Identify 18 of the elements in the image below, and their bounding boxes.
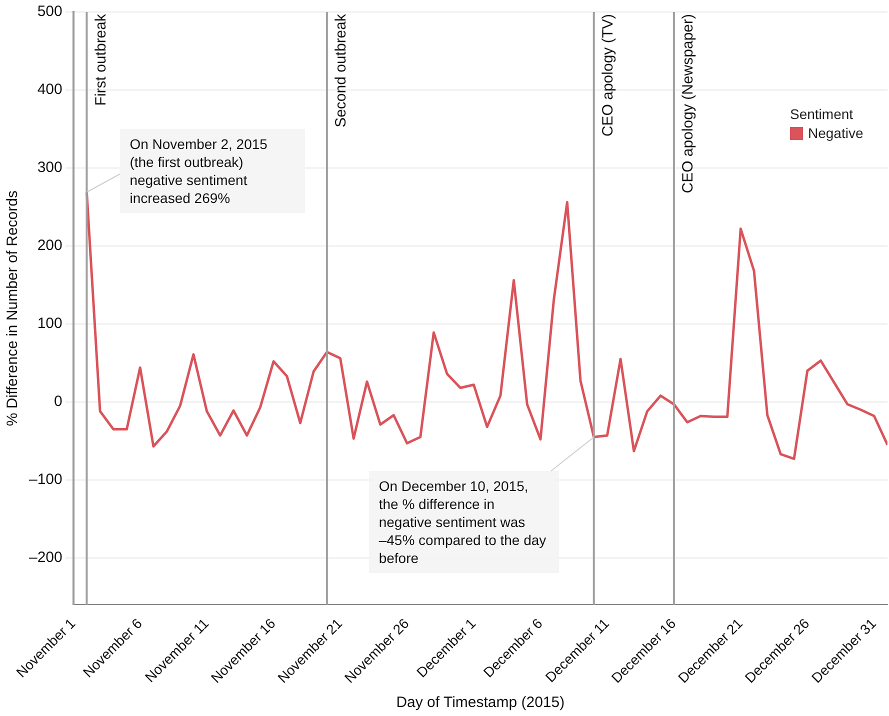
y-axis-title: % Difference in Number of Records	[4, 190, 22, 426]
legend-label: Negative	[808, 125, 864, 141]
y-tick-label: –100	[28, 471, 62, 488]
y-tick-label: 200	[37, 237, 62, 254]
y-tick-label: 300	[37, 159, 62, 176]
ref-line-label: CEO apology (Newspaper)	[680, 14, 697, 194]
callout-box: On December 10, 2015, the % difference in negative sentiment was –45% compared to the day before	[368, 471, 559, 574]
y-tick-label: –200	[28, 549, 62, 566]
ref-line-label: Second outbreak	[332, 14, 350, 128]
ref-line-label: CEO apology (TV)	[600, 14, 616, 137]
legend-title: Sentiment	[790, 106, 854, 122]
y-tick-label: 100	[37, 315, 62, 332]
y-tick-label: 0	[54, 393, 62, 410]
y-tick-label: 500	[37, 3, 62, 20]
x-axis-title: Day of Timestamp (2015)	[396, 694, 565, 712]
ref-line-label: First outbreak	[92, 14, 110, 106]
callout-box: On November 2, 2015 (the first outbreak) negative sentiment increased 269%	[120, 129, 305, 214]
y-tick-label: 400	[37, 81, 62, 98]
